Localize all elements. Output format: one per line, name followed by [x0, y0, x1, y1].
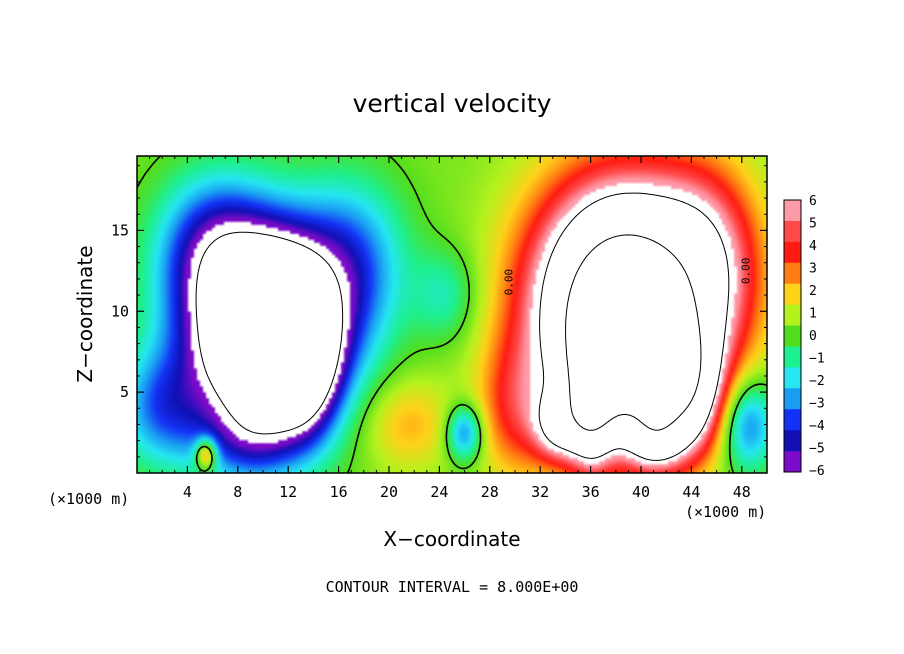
- chart-title: vertical velocity: [353, 89, 552, 118]
- x-tick-label: 12: [279, 483, 297, 501]
- colorbar-swatch: [784, 200, 801, 222]
- colorbar-label: −6: [809, 464, 825, 479]
- colorbar-label: 3: [809, 262, 817, 277]
- colorbar-swatch: [784, 220, 801, 243]
- colorbar: 6 5 4 3 2 1 0 −1 −2 −3 −4 −5 −6: [783, 194, 825, 479]
- y-unit-note: (×1000 m): [48, 490, 129, 508]
- contour-line: [137, 156, 767, 473]
- colorbar-swatch: [784, 325, 801, 347]
- contour-line: [565, 234, 702, 431]
- colorbar-label: −1: [809, 352, 825, 367]
- contour-line: [195, 231, 344, 435]
- x-axis-label: X−coordinate: [383, 527, 520, 551]
- x-tick-label: 36: [582, 483, 600, 501]
- x-tick-label: 28: [481, 483, 499, 501]
- colorbar-label: −3: [809, 397, 825, 412]
- y-tick-label: 5: [120, 383, 129, 401]
- y-axis-ticks: 5 10 15: [111, 165, 767, 458]
- colorbar-label: −5: [809, 442, 825, 457]
- contour-label: 0.00: [739, 258, 752, 285]
- x-tick-label: 4: [183, 483, 192, 501]
- contour-line: [538, 192, 730, 461]
- x-tick-label: 48: [733, 483, 751, 501]
- x-tick-label: 32: [531, 483, 549, 501]
- zero-contour-lines: [137, 156, 767, 473]
- y-tick-label: 10: [111, 302, 129, 320]
- x-tick-label: 24: [430, 483, 448, 501]
- colorbar-label: −4: [809, 419, 825, 434]
- x-tick-label: 16: [330, 483, 348, 501]
- colorbar-label: 0: [809, 329, 817, 344]
- y-tick-label: 15: [111, 221, 129, 239]
- colorbar-frame: [783, 199, 802, 473]
- x-tick-label: 20: [380, 483, 398, 501]
- colorbar-swatch: [784, 430, 801, 452]
- velocity-heatmap: [137, 156, 767, 473]
- colorbar-label: −2: [809, 374, 825, 389]
- x-unit-note: (×1000 m): [685, 503, 766, 521]
- colorbar-swatch: [784, 283, 801, 306]
- colorbar-swatch: [784, 451, 801, 473]
- colorbar-label: 6: [809, 194, 817, 209]
- colorbar-swatch: [784, 388, 801, 410]
- colorbar-swatch: [784, 241, 801, 264]
- colorbar-swatch: [784, 409, 801, 431]
- colorbar-swatch: [784, 367, 801, 389]
- colorbar-label: 5: [809, 217, 817, 232]
- plot-area: [137, 156, 767, 473]
- y-axis-label: Z−coordinate: [73, 245, 97, 382]
- x-tick-label: 8: [233, 483, 242, 501]
- colorbar-label: 2: [809, 284, 817, 299]
- colorbar-swatch: [784, 346, 801, 368]
- colorbar-label: 4: [809, 239, 817, 254]
- colorbar-swatch: [784, 304, 801, 327]
- contour-interval-note: CONTOUR INTERVAL = 8.000E+00: [326, 578, 579, 596]
- contour-label: 0.00: [502, 269, 515, 296]
- x-tick-label: 44: [682, 483, 700, 501]
- colorbar-swatch: [784, 262, 801, 285]
- contour-labels: 0.00 0.00: [502, 258, 752, 296]
- colorbar-label: 1: [809, 307, 817, 322]
- x-tick-label: 40: [632, 483, 650, 501]
- x-axis-ticks: 4 8 12 16 20 24 28 32 36 40 44 48: [149, 156, 755, 501]
